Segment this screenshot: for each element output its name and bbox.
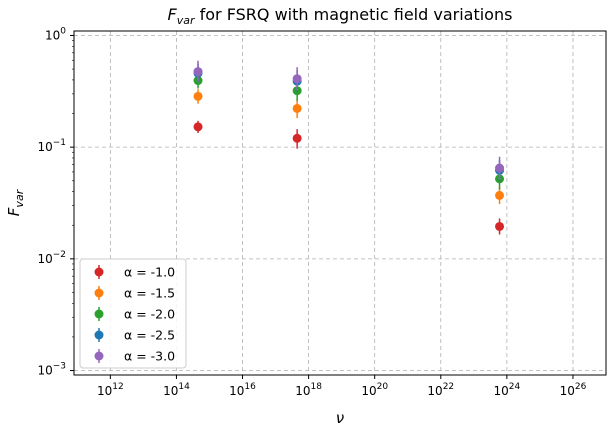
data-point xyxy=(193,67,203,77)
tick-exponent: −2 xyxy=(53,250,66,260)
data-point xyxy=(495,190,505,200)
x-tick-label: 1016 xyxy=(229,382,256,398)
x-tick-label: 1022 xyxy=(427,382,454,398)
series-0 xyxy=(193,120,505,235)
legend-label: α = -2.0 xyxy=(124,307,175,322)
legend-label: α = -1.0 xyxy=(124,265,175,280)
x-tick-label: 1024 xyxy=(494,382,521,398)
tick-base: 10 xyxy=(45,28,60,42)
legend-label: α = -2.5 xyxy=(124,328,175,343)
series-4 xyxy=(193,60,505,180)
data-point xyxy=(292,133,302,143)
y-tick-label: 100 xyxy=(45,26,66,42)
tick-base: 10 xyxy=(229,384,244,398)
tick-base: 10 xyxy=(361,384,376,398)
data-point xyxy=(292,103,302,113)
x-tick-label: 1014 xyxy=(163,382,190,398)
legend-marker xyxy=(94,288,104,298)
legend-box xyxy=(79,258,187,369)
x-tick-label: 1026 xyxy=(560,382,587,398)
tick-base: 10 xyxy=(37,140,52,154)
y-tick-label: 10−2 xyxy=(37,250,66,266)
legend-marker xyxy=(94,309,104,319)
tick-base: 10 xyxy=(427,384,442,398)
axis-ticks: 1012 1014 1016 1018 1020 1022 1024 102610010−11… xyxy=(37,26,586,398)
data-point xyxy=(292,74,302,84)
tick-exponent: −3 xyxy=(53,362,66,372)
title-rest: for FSRQ with magnetic field variations xyxy=(195,5,513,24)
x-tick-label: 1020 xyxy=(361,382,388,398)
tick-base: 10 xyxy=(295,384,310,398)
data-point xyxy=(193,91,203,101)
legend-label: α = -1.5 xyxy=(124,286,175,301)
x-tick-label: 1012 xyxy=(97,382,124,398)
tick-exponent: −1 xyxy=(53,138,66,148)
legend-marker xyxy=(94,330,104,340)
plot-frame xyxy=(73,30,607,376)
legend-label: α = -3.0 xyxy=(124,349,175,364)
y-axis-label: Fvar xyxy=(5,188,26,216)
y-tick-label: 10−3 xyxy=(37,362,66,378)
data-point xyxy=(495,221,505,231)
tick-exponent: 0 xyxy=(60,26,66,36)
tick-exponent: 16 xyxy=(244,382,256,392)
data-point xyxy=(193,122,203,132)
legend-marker xyxy=(94,267,104,277)
y-tick-label: 10−1 xyxy=(37,138,66,154)
tick-base: 10 xyxy=(560,384,575,398)
tick-exponent: 12 xyxy=(112,382,123,392)
y-label-subscript: var xyxy=(13,188,26,207)
tick-exponent: 20 xyxy=(377,382,389,392)
tick-base: 10 xyxy=(37,252,52,266)
chart-title: Fvar for FSRQ with magnetic field variat… xyxy=(168,5,513,27)
tick-base: 10 xyxy=(163,384,178,398)
series-1 xyxy=(193,89,505,204)
tick-exponent: 22 xyxy=(443,382,454,392)
tick-exponent: 26 xyxy=(575,382,587,392)
legend: α = -1.0 α = -1.5 α = -2.0 α = -2.5 α = -3.0 xyxy=(79,258,187,369)
tick-base: 10 xyxy=(37,364,52,378)
title-prefix: F xyxy=(168,5,178,24)
tick-exponent: 18 xyxy=(311,382,323,392)
series-3 xyxy=(193,63,505,182)
x-axis-label: ν xyxy=(336,409,344,427)
data-points xyxy=(193,60,505,235)
grid xyxy=(74,31,606,375)
tick-exponent: 14 xyxy=(178,382,190,392)
data-point xyxy=(495,163,505,173)
y-label-main: F xyxy=(5,207,23,216)
tick-exponent: 24 xyxy=(509,382,521,392)
title-subscript: var xyxy=(177,14,196,27)
legend-marker xyxy=(94,351,104,361)
tick-base: 10 xyxy=(97,384,112,398)
series-2 xyxy=(193,72,505,190)
x-tick-label: 1018 xyxy=(295,382,322,398)
tick-base: 10 xyxy=(494,384,509,398)
